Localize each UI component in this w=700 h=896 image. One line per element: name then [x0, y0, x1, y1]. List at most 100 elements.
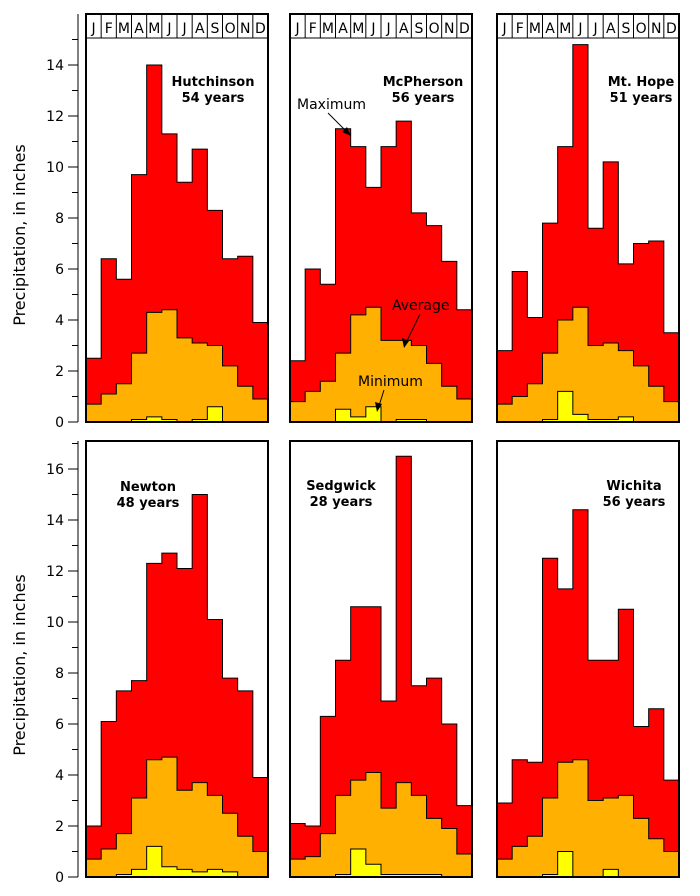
month-label: J [182, 21, 187, 37]
panel-frame [289, 13, 473, 423]
y-tick-label: 14 [46, 58, 64, 74]
month-label: F [516, 21, 524, 37]
month-label: N [444, 21, 454, 37]
panel-frame [85, 440, 269, 878]
y-axis-row-2: 0 2 4 6 8 10 12 14 16 [46, 441, 79, 886]
y-axis-label-bottom: Precipitation, in inches [10, 574, 29, 756]
station-name: Newton [120, 480, 176, 495]
station-name: Hutchinson [172, 75, 255, 90]
month-label: S [210, 21, 219, 37]
series-maximum-area [497, 44, 679, 422]
y-tick-label: 12 [46, 564, 64, 580]
y-tick-label: 6 [55, 262, 64, 278]
series-average-area [497, 306, 679, 422]
month-label: D [666, 21, 677, 37]
month-label: J [295, 21, 300, 37]
month-label: D [255, 21, 266, 37]
y-tick-label: 6 [55, 717, 64, 733]
y-tick-label: 2 [55, 819, 64, 835]
panel-bars [497, 44, 679, 422]
month-label: A [399, 21, 409, 37]
series-minimum-area [290, 406, 472, 422]
month-label: M [148, 21, 160, 37]
y-axis-row-1: 0 2 4 6 8 10 12 14 [46, 14, 79, 431]
panel-frame [496, 440, 680, 878]
y-tick-label: 8 [55, 211, 64, 227]
month-label: J [166, 21, 171, 37]
month-label: O [429, 21, 440, 37]
series-average-area [497, 759, 679, 877]
y-tick-label: 14 [46, 513, 64, 529]
month-label: S [621, 21, 630, 37]
station-years: 28 years [310, 495, 373, 510]
month-label: D [459, 21, 470, 37]
station-name: Wichita [606, 479, 661, 494]
month-label: M [529, 21, 541, 37]
y-tick-label: 12 [46, 109, 64, 125]
panel-bars [290, 455, 472, 877]
series-minimum-area [290, 848, 472, 877]
month-label: J [502, 21, 507, 37]
month-label: M [118, 21, 130, 37]
series-maximum-area [86, 494, 268, 877]
month-label: O [225, 21, 236, 37]
month-label: M [559, 21, 571, 37]
y-tick-label: 4 [55, 768, 64, 784]
panel-bars [497, 509, 679, 877]
y-tick-label: 10 [46, 160, 64, 176]
panel-bars [86, 64, 268, 422]
y-tick-label: 2 [55, 364, 64, 380]
series-average-area [86, 309, 268, 422]
month-label: J [577, 21, 582, 37]
annotation-maximum: Maximum [297, 97, 366, 113]
month-label: A [338, 21, 348, 37]
y-axes: 0 2 4 6 8 10 12 14 0 2 4 6 8 10 12 14 16 [46, 14, 79, 886]
month-label: A [545, 21, 555, 37]
series-minimum-area [86, 845, 268, 877]
annotations: Maximum Average Minimum [297, 97, 450, 412]
month-label: J [91, 21, 96, 37]
month-label: N [651, 21, 661, 37]
y-tick-label: 10 [46, 615, 64, 631]
y-tick-label: 8 [55, 666, 64, 682]
station-years: 51 years [610, 91, 673, 106]
month-label: A [195, 21, 205, 37]
annotation-minimum-arrowhead [375, 402, 382, 412]
panel-frame [496, 13, 680, 423]
y-tick-label: 0 [55, 870, 64, 886]
station-name: Mt. Hope [608, 75, 675, 90]
series-maximum-area [497, 509, 679, 877]
month-label: F [105, 21, 113, 37]
annotation-average-arrow [404, 313, 421, 346]
y-axis-label-top: Precipitation, in inches [10, 144, 29, 326]
month-label: J [593, 21, 598, 37]
annotation-average-arrowhead [402, 338, 409, 348]
station-years: 56 years [392, 91, 455, 106]
month-label: A [134, 21, 144, 37]
station-name: McPherson [383, 75, 464, 90]
month-label: J [370, 21, 375, 37]
panel-bars [290, 120, 472, 422]
series-average-area [290, 306, 472, 422]
station-years: 56 years [603, 495, 666, 510]
y-tick-label: 0 [55, 415, 64, 431]
month-label: M [322, 21, 334, 37]
series-maximum-area [290, 455, 472, 877]
month-label: A [606, 21, 616, 37]
panel-frame [85, 13, 269, 423]
series-maximum-area [86, 64, 268, 422]
panel-frame [289, 440, 473, 878]
station-years: 54 years [182, 91, 245, 106]
series-average-area [290, 771, 472, 877]
month-label: F [309, 21, 317, 37]
panel-bars [86, 494, 268, 877]
y-tick-label: 16 [46, 462, 64, 478]
month-label: N [240, 21, 250, 37]
